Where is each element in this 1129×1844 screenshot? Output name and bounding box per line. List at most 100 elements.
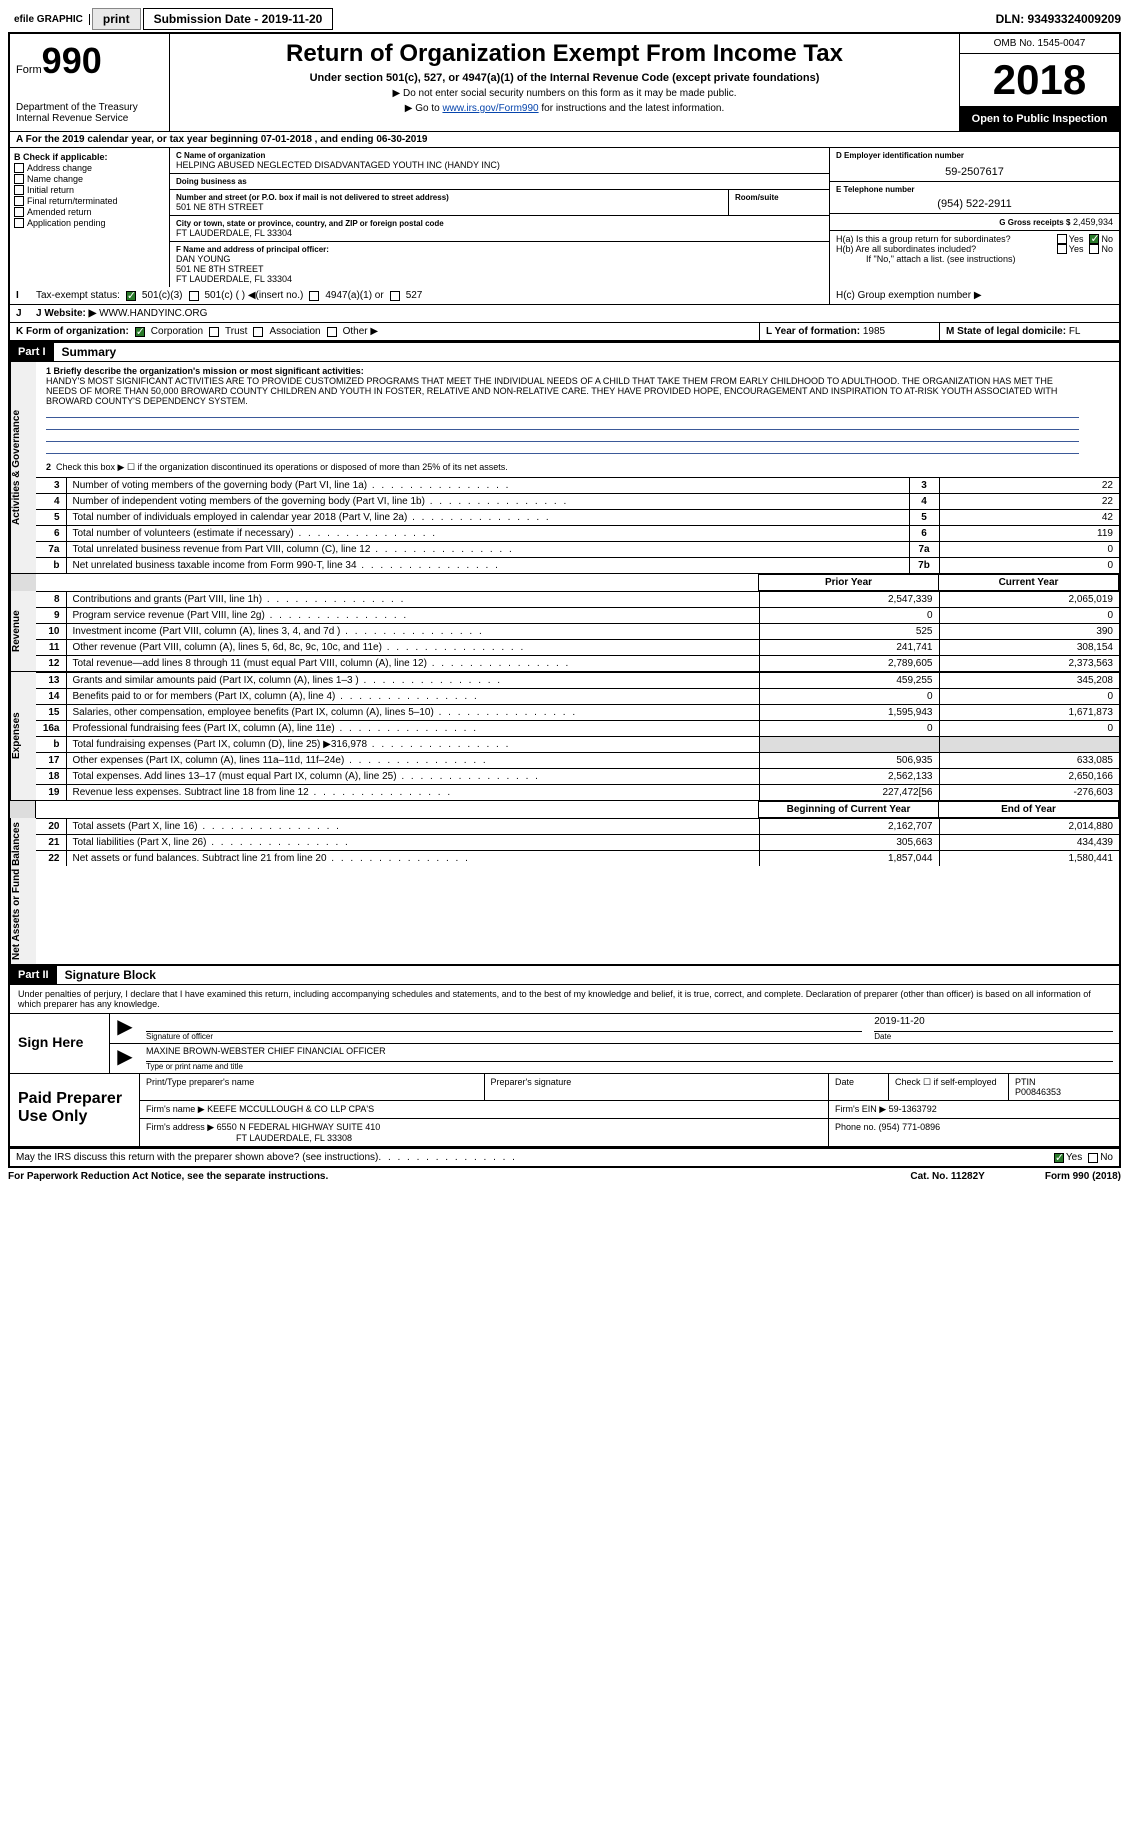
arrow-icon: ▶ bbox=[110, 1044, 140, 1073]
instr-2: ▶ Go to www.irs.gov/Form990 for instruct… bbox=[176, 103, 953, 114]
officer-addr2: FT LAUDERDALE, FL 33304 bbox=[176, 274, 823, 284]
box-k-label: K Form of organization: bbox=[16, 326, 129, 337]
type-name-label: Type or print name and title bbox=[146, 1062, 243, 1071]
tax-status-label: Tax-exempt status: bbox=[36, 290, 120, 301]
box-f-label: F Name and address of principal officer: bbox=[176, 245, 823, 254]
line1-label: 1 Briefly describe the organization's mi… bbox=[46, 366, 364, 376]
part-2-title: Signature Block bbox=[57, 968, 156, 982]
box-b-header: B Check if applicable: bbox=[14, 152, 165, 162]
form-header: Form990 Department of the Treasury Inter… bbox=[8, 32, 1121, 131]
period-row: A For the 2019 calendar year, or tax yea… bbox=[8, 131, 1121, 148]
dln: DLN: 93493324009209 bbox=[996, 12, 1121, 26]
col-current: Current Year bbox=[939, 575, 1119, 591]
cat-no: Cat. No. 11282Y bbox=[910, 1171, 984, 1182]
part-1-header: Part I bbox=[10, 343, 54, 361]
print-button[interactable]: print bbox=[92, 8, 141, 30]
officer-name: DAN YOUNG bbox=[176, 254, 823, 264]
dba-label: Doing business as bbox=[176, 177, 823, 186]
chk-assoc[interactable] bbox=[253, 327, 263, 337]
chk-501c[interactable] bbox=[189, 291, 199, 301]
side-netassets: Net Assets or Fund Balances bbox=[10, 818, 36, 964]
chk-hb-no[interactable] bbox=[1089, 244, 1099, 254]
firm-name: KEEFE MCCULLOUGH & CO LLP CPA'S bbox=[207, 1104, 374, 1114]
box-i-marker: I bbox=[10, 287, 30, 304]
paid-preparer-label: Paid Preparer Use Only bbox=[10, 1074, 140, 1146]
chk-address[interactable] bbox=[14, 163, 24, 173]
city-value: FT LAUDERDALE, FL 33304 bbox=[176, 228, 823, 238]
city-label: City or town, state or province, country… bbox=[176, 219, 823, 228]
form-label: Form bbox=[16, 64, 42, 76]
firm-phone: (954) 771-0896 bbox=[879, 1122, 941, 1132]
table-expenses: 13 Grants and similar amounts paid (Part… bbox=[36, 672, 1119, 800]
discuss-question: May the IRS discuss this return with the… bbox=[16, 1152, 378, 1163]
chk-other[interactable] bbox=[327, 327, 337, 337]
ein: 59-2507617 bbox=[836, 160, 1113, 178]
chk-trust[interactable] bbox=[209, 327, 219, 337]
officer-name-title: MAXINE BROWN-WEBSTER CHIEF FINANCIAL OFF… bbox=[146, 1046, 1113, 1062]
entity-info: B Check if applicable: Address change Na… bbox=[8, 148, 1121, 287]
part-1-title: Summary bbox=[54, 345, 117, 359]
signature-block: Under penalties of perjury, I declare th… bbox=[8, 985, 1121, 1148]
arrow-icon: ▶ bbox=[110, 1014, 140, 1043]
sig-officer-label: Signature of officer bbox=[146, 1032, 213, 1041]
table-netassets: 20 Total assets (Part X, line 16) 2,162,… bbox=[36, 818, 1119, 866]
phone: (954) 522-2911 bbox=[836, 194, 1113, 210]
part-2-header: Part II bbox=[10, 966, 57, 984]
gross-receipts: 2,459,934 bbox=[1073, 217, 1113, 227]
line2: Check this box ▶ ☐ if the organization d… bbox=[56, 462, 508, 472]
chk-hb-yes[interactable] bbox=[1057, 244, 1067, 254]
date-label: Date bbox=[874, 1032, 891, 1041]
chk-amended[interactable] bbox=[14, 207, 24, 217]
open-public-badge: Open to Public Inspection bbox=[960, 107, 1119, 131]
chk-4947[interactable] bbox=[309, 291, 319, 301]
firm-ein: 59-1363792 bbox=[889, 1104, 937, 1114]
irs-link[interactable]: www.irs.gov/Form990 bbox=[442, 103, 538, 114]
submission-date: Submission Date - 2019-11-20 bbox=[143, 8, 334, 30]
form-footer: Form 990 (2018) bbox=[1045, 1171, 1121, 1182]
officer-addr1: 501 NE 8TH STREET bbox=[176, 264, 823, 274]
form-number: 990 bbox=[42, 40, 102, 81]
chk-501c3[interactable] bbox=[126, 291, 136, 301]
room-label: Room/suite bbox=[735, 193, 823, 202]
side-activities: Activities & Governance bbox=[10, 362, 36, 573]
sign-here-label: Sign Here bbox=[10, 1014, 110, 1073]
box-e-label: E Telephone number bbox=[836, 185, 1113, 194]
box-c-name-label: C Name of organization bbox=[176, 151, 823, 160]
perjury-text: Under penalties of perjury, I declare th… bbox=[10, 985, 1119, 1014]
instr-1: ▶ Do not enter social security numbers o… bbox=[176, 88, 953, 99]
box-d-label: D Employer identification number bbox=[836, 151, 1113, 160]
chk-final[interactable] bbox=[14, 196, 24, 206]
chk-discuss-no[interactable] bbox=[1088, 1153, 1098, 1163]
table-activities: 3 Number of voting members of the govern… bbox=[36, 477, 1119, 573]
ptin: P00846353 bbox=[1015, 1087, 1061, 1097]
website: WWW.HANDYINC.ORG bbox=[99, 308, 207, 319]
chk-ha-no[interactable] bbox=[1089, 234, 1099, 244]
topbar: efile GRAPHIC print Submission Date - 20… bbox=[8, 8, 1121, 30]
form-subtitle: Under section 501(c), 527, or 4947(a)(1)… bbox=[176, 72, 953, 84]
col-beg: Beginning of Current Year bbox=[759, 802, 939, 818]
side-revenue: Revenue bbox=[10, 591, 36, 671]
chk-initial[interactable] bbox=[14, 185, 24, 195]
chk-corp[interactable] bbox=[135, 327, 145, 337]
paperwork-notice: For Paperwork Reduction Act Notice, see … bbox=[8, 1171, 328, 1182]
chk-ha-yes[interactable] bbox=[1057, 234, 1067, 244]
dept-label: Department of the Treasury Internal Reve… bbox=[16, 102, 163, 124]
form-title: Return of Organization Exempt From Incom… bbox=[176, 40, 953, 68]
addr-label: Number and street (or P.O. box if mail i… bbox=[176, 193, 722, 202]
box-ha: H(a) Is this a group return for subordin… bbox=[836, 234, 1051, 244]
omb-number: OMB No. 1545-0047 bbox=[960, 34, 1119, 54]
street-address: 501 NE 8TH STREET bbox=[176, 202, 722, 212]
table-revenue: 8 Contributions and grants (Part VIII, l… bbox=[36, 591, 1119, 671]
col-prior: Prior Year bbox=[759, 575, 939, 591]
side-expenses: Expenses bbox=[10, 672, 36, 800]
chk-name[interactable] bbox=[14, 174, 24, 184]
mission-text: HANDY'S MOST SIGNIFICANT ACTIVITIES ARE … bbox=[46, 376, 1057, 406]
year-formation: 1985 bbox=[863, 326, 885, 337]
state-domicile: FL bbox=[1069, 326, 1081, 337]
box-hb: H(b) Are all subordinates included? bbox=[836, 244, 1051, 254]
chk-discuss-yes[interactable] bbox=[1054, 1153, 1064, 1163]
firm-addr: 6550 N FEDERAL HIGHWAY SUITE 410 bbox=[217, 1122, 381, 1132]
box-g-label: G Gross receipts $ bbox=[999, 218, 1070, 227]
chk-app-pending[interactable] bbox=[14, 218, 24, 228]
chk-527[interactable] bbox=[390, 291, 400, 301]
